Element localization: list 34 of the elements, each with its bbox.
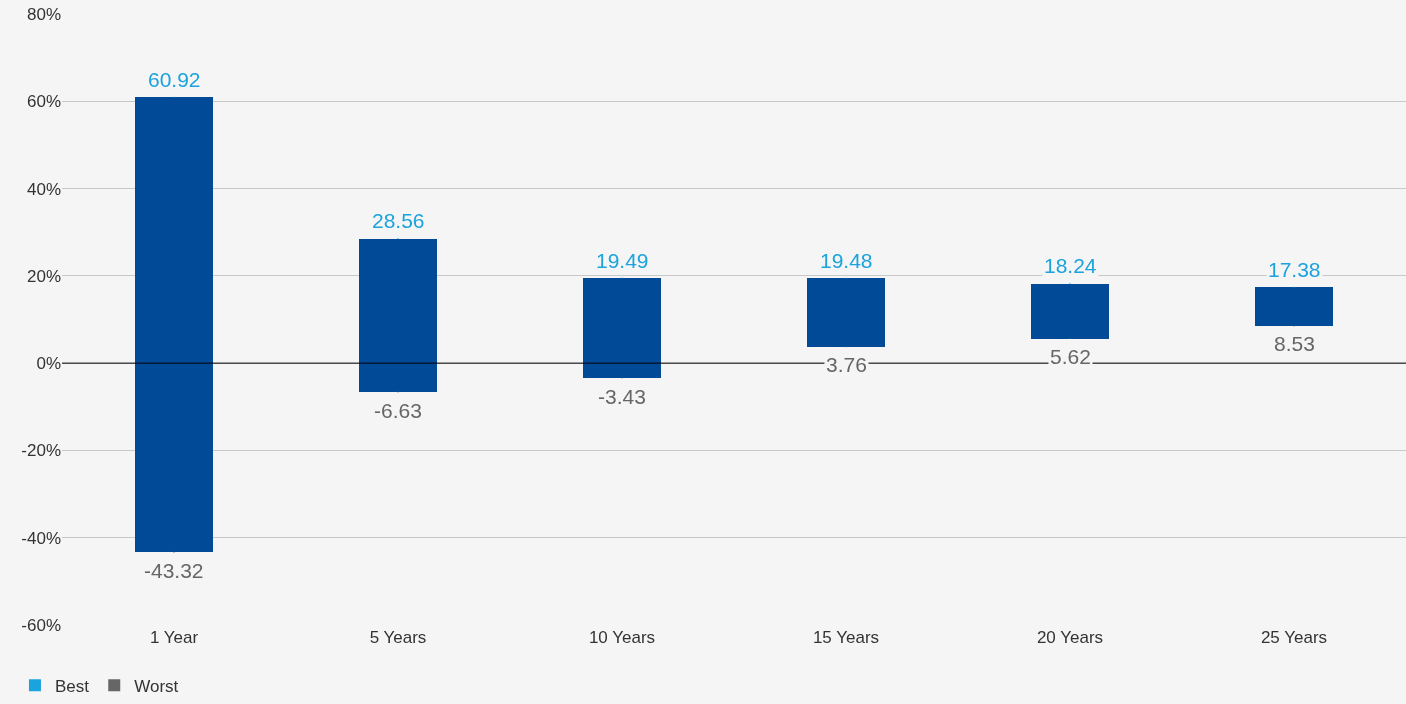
legend-label: Best [54,676,90,696]
data-label: 18.24 [1044,254,1097,277]
x-tick-label: 15 Years [812,628,880,647]
x-tick-label: 25 Years [1260,628,1328,647]
y-tick-label: -60% [21,615,61,635]
y-tick-label: -20% [21,441,61,461]
data-label: 28.56 [372,209,425,232]
y-tick-label: 0% [36,354,61,374]
bar [135,97,213,552]
legend-label: Worst [134,676,179,696]
x-tick-label: 1 Year [149,628,199,647]
data-label: 3.76 [826,353,867,376]
bar [359,239,437,392]
y-tick-label: 40% [26,179,61,199]
data-label: 17.38 [1268,258,1321,281]
y-tick-label: 60% [26,92,61,112]
data-label: -43.32 [144,559,204,582]
data-label: 5.62 [1050,345,1091,368]
bar [1255,287,1333,326]
y-tick-label: 20% [26,266,61,286]
data-label: 19.49 [596,249,649,272]
y-tick-label: 80% [26,4,61,24]
data-label: 60.92 [148,68,201,91]
bar [1031,284,1109,339]
data-label: 8.53 [1274,332,1315,355]
x-tick-label: 20 Years [1036,628,1104,647]
y-tick-label: -40% [21,528,61,548]
data-label: 19.48 [820,249,873,272]
bar [807,278,885,347]
x-tick-label: 10 Years [588,628,656,647]
data-label: -3.43 [598,385,646,408]
data-label: -6.63 [374,399,422,422]
x-tick-label: 5 Years [369,628,427,647]
bar [583,278,661,378]
